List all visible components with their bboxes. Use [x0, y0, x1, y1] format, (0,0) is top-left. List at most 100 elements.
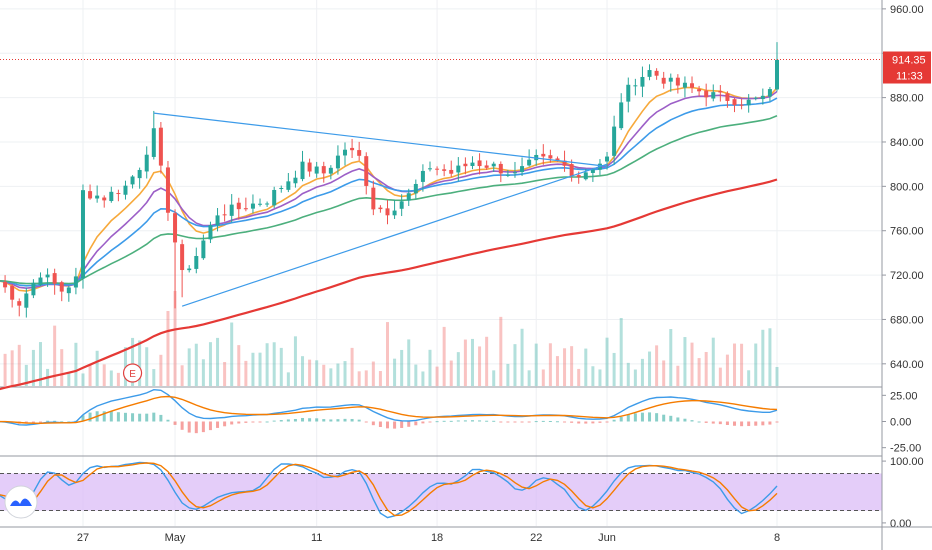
macd-line [0, 388, 778, 426]
countdown-tag [883, 67, 931, 84]
volume-bar [308, 359, 312, 386]
macd-histogram-bar [513, 421, 517, 423]
candle [413, 179, 418, 200]
x-tick-label: 18 [431, 532, 443, 544]
candle [130, 175, 135, 189]
trendline[interactable] [153, 112, 608, 167]
volume-bar [301, 356, 305, 386]
volume-bar [768, 328, 772, 386]
macd-histogram-bar [499, 421, 503, 423]
volume-bar [655, 345, 659, 386]
volume-bar [378, 371, 382, 386]
volume-bar [265, 343, 269, 386]
macd-histogram-bar [46, 420, 50, 422]
macd-histogram-bar [145, 413, 149, 422]
trendline[interactable] [181, 163, 608, 307]
macd-histogram-bar [216, 421, 220, 428]
moving-average-sma_50 [0, 115, 778, 285]
volume-bar [761, 329, 765, 386]
candle [38, 272, 43, 287]
volume-bars [3, 291, 779, 386]
candle [24, 287, 29, 318]
volume-bar [619, 318, 623, 386]
candle [612, 115, 617, 165]
volume-bar [541, 369, 545, 386]
macd-histogram-bar [478, 420, 482, 422]
volume-bar [435, 366, 439, 386]
volume-bar [520, 328, 524, 386]
macd-histogram-bar [414, 421, 418, 426]
volume-bar [506, 363, 510, 386]
trendlines[interactable] [153, 112, 608, 307]
candle [463, 157, 468, 175]
volume-bar [733, 343, 737, 386]
candle [328, 165, 333, 180]
candle [3, 275, 8, 293]
macd-histogram-bar [308, 418, 312, 422]
volume-bar [754, 343, 758, 386]
overlays: E [0, 59, 882, 519]
earnings-marker[interactable] [122, 363, 143, 383]
volume-bar [428, 349, 432, 386]
candle [392, 199, 397, 219]
volume-bar [251, 352, 255, 386]
volume-bar [648, 351, 652, 386]
macd-histogram-bar [718, 421, 722, 425]
macd-histogram-bar [67, 421, 71, 423]
candle [449, 160, 454, 178]
macd-histogram-bar [301, 417, 305, 422]
volume-bar [17, 344, 21, 386]
grid [0, 0, 882, 526]
macd-histogram-bar [733, 421, 737, 426]
volume-bar [208, 342, 212, 386]
volume-bar [747, 370, 751, 386]
macd-histogram-bar [683, 418, 687, 422]
volume-bar [527, 370, 531, 386]
x-tick-label: 22 [530, 532, 542, 544]
volume-bar [485, 336, 489, 386]
volume-bar [463, 339, 467, 386]
macd-signal-line [0, 395, 778, 425]
macd-histogram-bar [152, 412, 156, 422]
volume-bar [131, 337, 135, 386]
last-price-label: 914.35 [892, 55, 926, 67]
volume-bar [449, 360, 453, 386]
candle [357, 141, 362, 161]
macd-histogram-bar [761, 421, 765, 426]
macd-histogram-bar [449, 420, 453, 422]
macd-histogram-bar [386, 421, 389, 429]
y-tick-label: 0.00 [890, 518, 911, 530]
volume-bar [364, 370, 368, 386]
volume-bar [775, 366, 779, 386]
macd-histogram-bar [470, 420, 474, 422]
candle [760, 88, 765, 105]
volume-bar [442, 326, 446, 386]
volume-bar [725, 354, 729, 386]
tradingview-logo-icon[interactable] [4, 485, 38, 519]
volume-bar [3, 353, 7, 386]
moving-average-ema_slow [0, 97, 778, 287]
x-tick-label: 11 [311, 532, 322, 544]
price-axis[interactable]: 640.00 680.00 720.00 760.00 800.00 840.00 880.… [881, 0, 932, 550]
volume-bar [640, 358, 644, 386]
volume-bar [322, 364, 326, 386]
candle [753, 96, 758, 101]
macd-histogram-bar [485, 420, 489, 422]
volume-bar [555, 356, 559, 386]
macd-histogram-bar [570, 421, 574, 423]
volume-bar [343, 361, 347, 386]
volume-bar [357, 371, 361, 386]
volume-bar [584, 348, 588, 386]
volume-bar [421, 371, 425, 386]
volume-bar [258, 352, 262, 386]
candle [427, 161, 432, 172]
candle [704, 83, 709, 107]
moving-average-lines [0, 86, 778, 391]
candle [66, 285, 71, 302]
macd-histogram-bar [279, 420, 283, 422]
time-axis[interactable]: 27 May 11 18 22 Jun 8 [0, 526, 932, 544]
candle [279, 185, 284, 193]
volume-bar [166, 311, 170, 386]
volume-bar [102, 364, 106, 386]
